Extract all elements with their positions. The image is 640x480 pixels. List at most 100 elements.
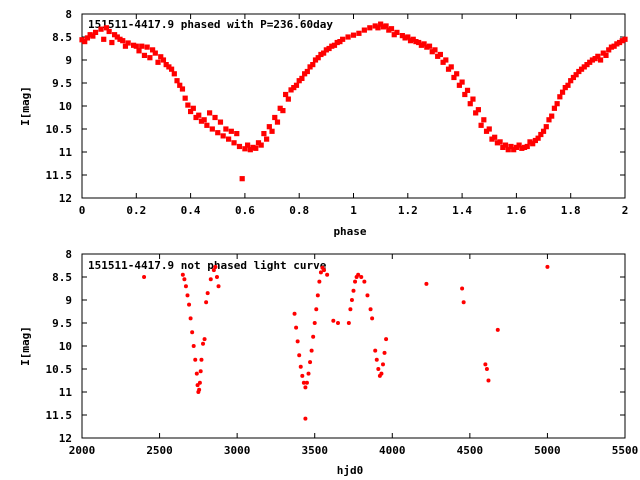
data-point [307, 64, 313, 70]
data-point [152, 50, 158, 56]
data-point [142, 275, 147, 279]
data-point [193, 114, 199, 121]
chart-title: 151511-4417.9 not phased light curve [88, 259, 327, 272]
data-point [416, 39, 422, 46]
chart-title: 151511-4417.9 phased with P=236.60day [88, 18, 333, 31]
data-point [315, 293, 320, 298]
data-point [340, 36, 346, 42]
data-point [288, 87, 294, 93]
data-point [82, 39, 88, 45]
data-point [236, 143, 243, 150]
data-point [309, 348, 314, 353]
data-point [216, 284, 221, 289]
x-tick-label: 2000 [69, 444, 96, 457]
data-point [182, 277, 187, 282]
data-point [530, 141, 536, 147]
data-point [570, 74, 577, 81]
data-point [405, 34, 411, 40]
phased-light-curve-panel: 151511-4417.9 phased with P=236.60day ph… [19, 8, 628, 238]
y-tick-label: 8 [65, 8, 72, 21]
data-point [554, 101, 560, 107]
data-point [277, 105, 283, 111]
data-point [79, 37, 85, 43]
data-point [346, 321, 351, 325]
data-point [424, 44, 430, 50]
data-point [573, 72, 579, 78]
data-point [356, 30, 362, 36]
data-point [304, 68, 310, 75]
data-point [84, 35, 91, 41]
data-point [614, 41, 620, 47]
data-point [106, 28, 112, 35]
data-point [445, 66, 452, 72]
data-point [410, 36, 416, 42]
data-point [467, 101, 473, 107]
data-point [318, 270, 323, 275]
data-point [190, 105, 196, 111]
data-point [540, 128, 547, 134]
data-point [139, 43, 145, 49]
data-point [380, 24, 386, 30]
data-point [136, 48, 142, 54]
x-tick-label: 4000 [379, 444, 406, 457]
data-point [144, 44, 150, 50]
y-axis-label: I[mag] [19, 326, 32, 366]
data-point [399, 33, 405, 39]
data-point [587, 59, 593, 65]
data-point [456, 82, 462, 88]
data-point [597, 57, 604, 63]
data-point [361, 27, 367, 33]
data-point [322, 268, 327, 273]
data-point [362, 279, 367, 284]
x-tick-label: 0 [79, 204, 86, 217]
data-point [193, 357, 198, 362]
data-point [592, 56, 598, 62]
data-point [168, 66, 175, 72]
data-point [619, 38, 625, 44]
x-axis-label: hjd0 [337, 464, 364, 477]
data-point [149, 47, 156, 53]
data-point [532, 137, 539, 144]
data-point [545, 264, 550, 269]
data-point [581, 64, 587, 70]
data-point [117, 36, 123, 42]
data-point [201, 117, 207, 123]
data-point [331, 42, 338, 48]
x-tick-label: 0.2 [126, 204, 146, 217]
data-point [329, 43, 335, 49]
x-tick-label: 0.6 [235, 204, 255, 217]
y-tick-label: 12 [59, 432, 72, 445]
data-point [402, 35, 408, 41]
data-point [565, 82, 571, 88]
data-point [191, 344, 196, 348]
data-point [317, 279, 322, 284]
data-point [293, 82, 300, 88]
data-point [315, 55, 321, 61]
data-point [584, 62, 590, 68]
y-tick-label: 9 [65, 294, 72, 307]
data-point [171, 71, 177, 77]
data-point [394, 29, 400, 35]
data-point [576, 68, 582, 75]
data-point [382, 350, 387, 355]
data-point [226, 136, 232, 142]
data-point [160, 57, 167, 63]
data-point [460, 286, 465, 291]
y-tick-label: 11 [59, 146, 73, 159]
data-point [546, 117, 552, 123]
data-point [301, 380, 306, 385]
data-point [435, 53, 441, 59]
data-point [215, 130, 221, 136]
data-point [312, 57, 319, 63]
data-point [502, 142, 509, 148]
data-point [616, 39, 623, 46]
data-point [314, 307, 319, 312]
data-point [483, 128, 490, 134]
data-point [562, 85, 568, 91]
data-point [383, 23, 389, 29]
data-point [177, 82, 183, 88]
data-point [306, 371, 311, 376]
data-point [308, 360, 313, 365]
data-point [294, 325, 299, 330]
data-point [492, 134, 498, 140]
